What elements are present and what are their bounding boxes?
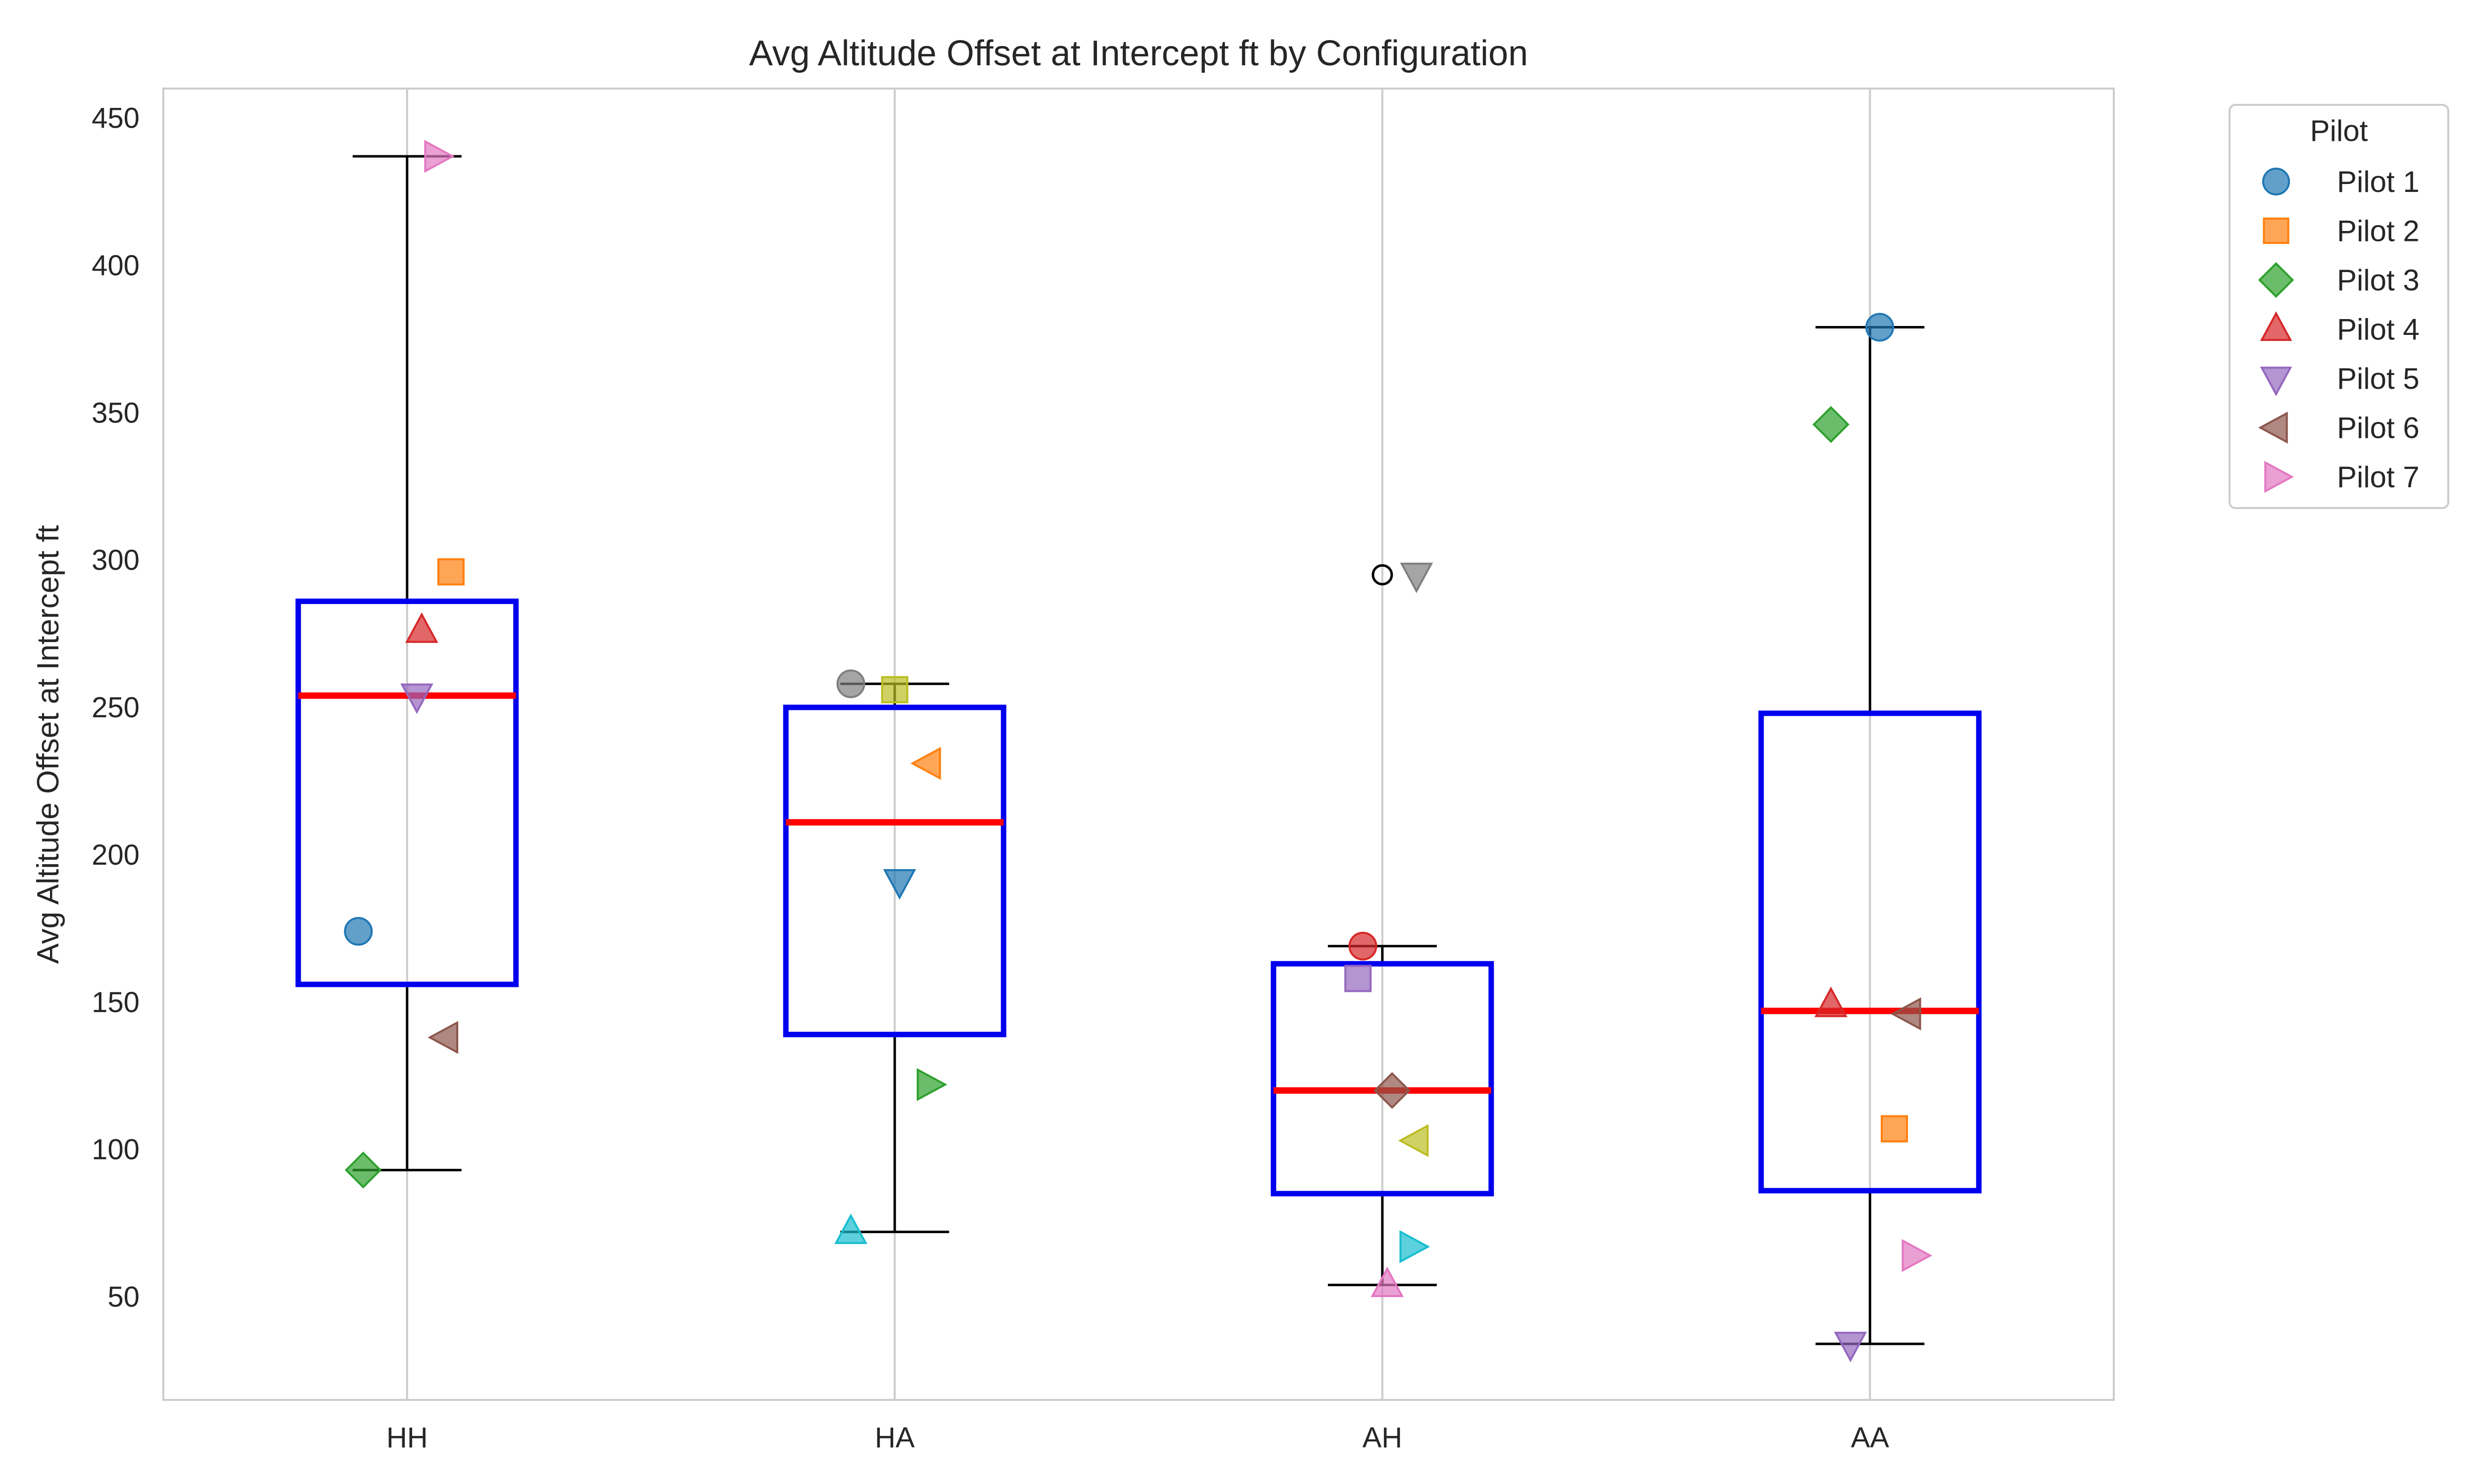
data-point-aa-22 bbox=[1814, 986, 1848, 1018]
x-tick-label-ah: AH bbox=[1362, 1422, 1402, 1454]
x-tick-label-hh: HH bbox=[386, 1422, 428, 1454]
data-point-hh-3 bbox=[405, 612, 438, 643]
box-body-ha bbox=[783, 704, 1006, 1037]
legend-marker-1 bbox=[2262, 167, 2290, 196]
legend-marker-2 bbox=[2263, 217, 2289, 244]
box-body-aa bbox=[1758, 710, 1982, 1194]
point-layer bbox=[344, 139, 1933, 1363]
y-tick-label-200: 200 bbox=[92, 839, 140, 871]
data-point-aa-21 bbox=[1812, 406, 1850, 443]
chart-title: Avg Altitude Offset at Intercept ft by C… bbox=[749, 34, 1528, 73]
data-point-aa-26 bbox=[1834, 1332, 1867, 1363]
legend-marker-6 bbox=[2258, 412, 2288, 444]
legend-entry-2: Pilot 2 bbox=[2263, 215, 2420, 248]
y-tick-label-450: 450 bbox=[92, 102, 140, 135]
data-point-aa-25 bbox=[1902, 1239, 1933, 1272]
data-point-ha-12 bbox=[834, 1213, 867, 1244]
data-point-ah-19 bbox=[1371, 1266, 1404, 1298]
box-aa bbox=[1758, 326, 1982, 1345]
plot-frame bbox=[162, 88, 2115, 1401]
data-point-ha-8 bbox=[881, 676, 908, 703]
data-point-hh-5 bbox=[428, 1020, 459, 1054]
data-point-hh-1 bbox=[437, 558, 465, 586]
legend-entry-7: Pilot 7 bbox=[2264, 461, 2420, 494]
data-point-ha-7 bbox=[836, 669, 865, 698]
legend-marker-5 bbox=[2260, 367, 2292, 397]
data-point-hh-2 bbox=[344, 1152, 382, 1189]
data-point-hh-6 bbox=[424, 139, 455, 173]
y-tick-label-50: 50 bbox=[107, 1281, 140, 1313]
legend-label-7: Pilot 7 bbox=[2337, 461, 2420, 494]
legend-label-3: Pilot 3 bbox=[2337, 264, 2420, 297]
data-point-hh-4 bbox=[400, 683, 433, 714]
x-tick-label-ha: HA bbox=[875, 1422, 915, 1454]
x-tick-label-aa: AA bbox=[1851, 1422, 1890, 1454]
y-tick-label-250: 250 bbox=[92, 692, 140, 724]
data-point-hh-0 bbox=[344, 917, 373, 946]
legend-label-4: Pilot 4 bbox=[2337, 313, 2420, 346]
y-tick-label-350: 350 bbox=[92, 397, 140, 429]
y-tick-label-400: 400 bbox=[92, 249, 140, 281]
data-point-ah-17 bbox=[1400, 562, 1433, 594]
y-tick-label-100: 100 bbox=[92, 1134, 140, 1166]
data-point-ha-11 bbox=[916, 1068, 948, 1101]
legend-entries: Pilot 1 Pilot 2 Pilot 3 Pilot 4 Pilot 5 Pilot… bbox=[2258, 165, 2420, 494]
data-point-ah-13 bbox=[1348, 931, 1378, 961]
box-body-ah bbox=[1271, 961, 1494, 1197]
legend-title: Pilot bbox=[2310, 114, 2368, 147]
data-point-ha-9 bbox=[910, 746, 941, 780]
data-point-ah-14 bbox=[1344, 965, 1372, 992]
legend-label-1: Pilot 1 bbox=[2337, 165, 2420, 198]
legend-marker-4 bbox=[2260, 311, 2292, 341]
data-point-aa-23 bbox=[1890, 997, 1921, 1030]
outlier-ah-0 bbox=[1372, 564, 1393, 586]
legend-label-5: Pilot 5 bbox=[2337, 362, 2420, 395]
legend-entry-4: Pilot 4 bbox=[2260, 311, 2420, 346]
legend-label-2: Pilot 2 bbox=[2337, 215, 2420, 248]
data-point-ha-10 bbox=[883, 869, 916, 900]
legend-entry-3: Pilot 3 bbox=[2258, 262, 2420, 298]
legend-label-6: Pilot 6 bbox=[2337, 412, 2420, 445]
box-body-hh bbox=[295, 599, 519, 987]
data-point-ah-15 bbox=[1374, 1072, 1411, 1109]
legend-entry-5: Pilot 5 bbox=[2260, 362, 2420, 397]
data-point-ah-18 bbox=[1399, 1230, 1430, 1263]
legend-marker-7 bbox=[2264, 461, 2294, 493]
data-point-aa-24 bbox=[1881, 1115, 1908, 1143]
y-tick-label-300: 300 bbox=[92, 544, 140, 576]
data-point-aa-20 bbox=[1865, 313, 1894, 342]
legend-entry-1: Pilot 1 bbox=[2262, 165, 2420, 198]
data-point-ah-16 bbox=[1398, 1124, 1429, 1158]
legend-marker-3 bbox=[2258, 262, 2294, 298]
legend-entry-6: Pilot 6 bbox=[2258, 412, 2420, 445]
y-tick-label-150: 150 bbox=[92, 986, 140, 1019]
tick-layer: 50 100 150 200 250 300 350 400 450 HH HA AH AA bbox=[92, 102, 1889, 1454]
legend-frame bbox=[2229, 104, 2449, 509]
y-axis-label: Avg Altitude Offset at Intercept ft bbox=[31, 525, 65, 964]
